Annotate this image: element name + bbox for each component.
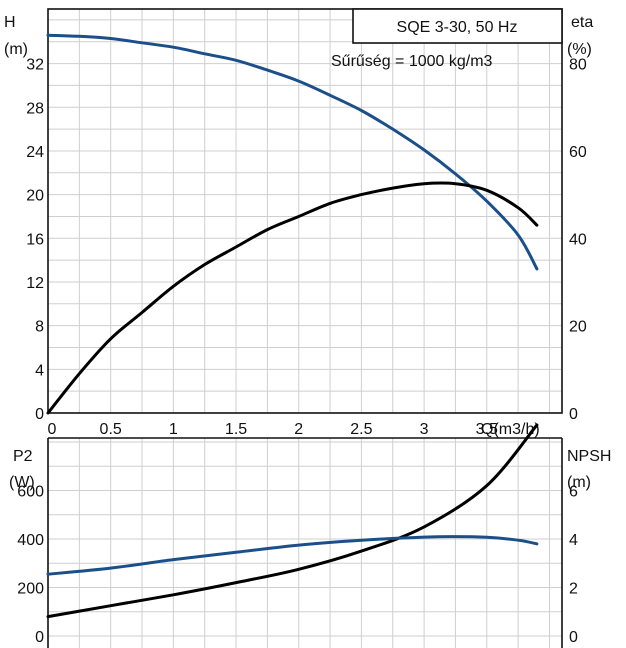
x-tick-label: 0.5 bbox=[100, 421, 122, 438]
top-right-tick-label: 60 bbox=[569, 144, 587, 161]
bottom-left-tick-labels: 0 200 400 600 bbox=[17, 484, 44, 647]
top-left-tick-label: 32 bbox=[26, 57, 44, 74]
top-left-tick-label: 8 bbox=[35, 319, 44, 336]
head-curve-line bbox=[46, 33, 539, 271]
top-left-tick-label: 24 bbox=[26, 144, 44, 161]
top-right-tick-label: 40 bbox=[569, 231, 587, 248]
bottom-right-tick-label: 2 bbox=[569, 581, 578, 598]
top-right-axis-label: eta bbox=[571, 14, 593, 31]
x-tick-labels: 0 0.5 1 1.5 2 2.5 3 3.5 bbox=[48, 421, 498, 438]
bottom-left-axis-label: P2 bbox=[13, 448, 33, 465]
top-left-tick-label: 20 bbox=[26, 188, 44, 205]
top-right-tick-label: 20 bbox=[569, 319, 587, 336]
top-left-tick-labels: 0 4 8 12 16 20 24 28 32 bbox=[26, 57, 44, 423]
bottom-right-tick-label: 6 bbox=[569, 484, 578, 501]
top-series-group bbox=[46, 33, 539, 415]
top-horizontal-gridlines bbox=[48, 19, 562, 392]
x-tick-label: 1 bbox=[169, 421, 178, 438]
bottom-right-axis-label: NPSH bbox=[567, 448, 611, 465]
chart-subtitle: Sűrűség = 1000 kg/m3 bbox=[331, 53, 493, 70]
top-left-tick-label: 28 bbox=[26, 100, 44, 117]
top-left-tick-label: 16 bbox=[26, 231, 44, 248]
bottom-series-group bbox=[46, 423, 539, 619]
top-plot-frame bbox=[47, 8, 563, 414]
top-panel: SQE 3-30, 50 Hz Sűrűség = 1000 kg/m3 H (… bbox=[4, 8, 593, 438]
bottom-right-tick-label: 0 bbox=[569, 629, 578, 646]
bottom-left-tick-label: 0 bbox=[35, 629, 44, 646]
npsh-curve-line bbox=[46, 535, 539, 576]
x-tick-label: 3.5 bbox=[476, 421, 498, 438]
bottom-right-axis-unit: (m) bbox=[567, 474, 591, 491]
title-box bbox=[352, 8, 563, 44]
bottom-horizontal-gridlines bbox=[48, 441, 562, 637]
top-vertical-gridlines bbox=[78, 9, 550, 413]
top-left-tick-label: 12 bbox=[26, 275, 44, 292]
top-right-axis-unit: (%) bbox=[567, 41, 592, 58]
chart-title: SQE 3-30, 50 Hz bbox=[397, 19, 518, 36]
top-left-axis-label: H bbox=[4, 14, 16, 31]
bottom-plot-frame bbox=[47, 437, 563, 648]
bottom-right-tick-label: 4 bbox=[569, 532, 578, 549]
bottom-vertical-gridlines bbox=[78, 438, 550, 648]
power-curve-line bbox=[46, 423, 539, 619]
x-tick-label: 2.5 bbox=[350, 421, 372, 438]
efficiency-curve-line bbox=[46, 181, 539, 415]
x-tick-label: 0 bbox=[48, 421, 57, 438]
top-right-tick-label: 0 bbox=[569, 406, 578, 423]
x-tick-label: 3 bbox=[420, 421, 429, 438]
top-right-tick-labels: 0 20 40 60 80 bbox=[569, 57, 587, 423]
bottom-panel: P2 (W) NPSH (m) 0 200 400 600 0 2 4 6 bbox=[9, 423, 611, 648]
top-left-axis-unit: (m) bbox=[4, 41, 28, 58]
bottom-right-tick-labels: 0 2 4 6 bbox=[569, 484, 578, 647]
x-axis-label: Q(m3/h) bbox=[481, 421, 540, 438]
bottom-left-tick-label: 200 bbox=[17, 581, 44, 598]
bottom-left-axis-unit: (W) bbox=[9, 474, 35, 491]
bottom-left-tick-label: 600 bbox=[17, 484, 44, 501]
x-tick-label: 1.5 bbox=[225, 421, 247, 438]
top-left-tick-label: 4 bbox=[35, 362, 44, 379]
x-tick-label: 2 bbox=[294, 421, 303, 438]
top-right-tick-label: 80 bbox=[569, 57, 587, 74]
bottom-left-tick-label: 400 bbox=[17, 532, 44, 549]
top-left-tick-label: 0 bbox=[35, 406, 44, 423]
